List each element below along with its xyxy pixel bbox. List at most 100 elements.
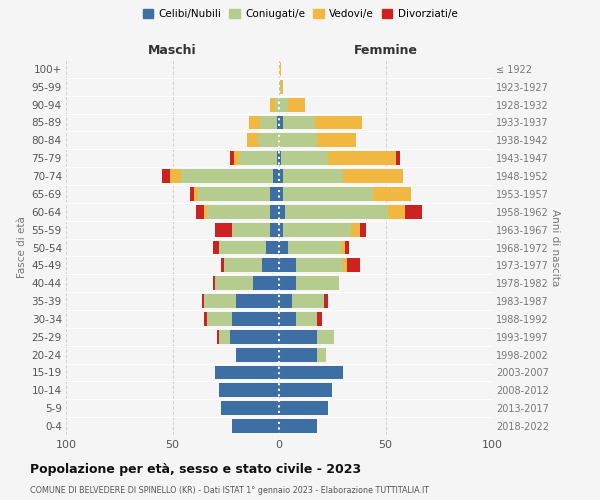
Bar <box>271 222 279 236</box>
Bar <box>181 169 272 183</box>
Bar <box>283 116 315 130</box>
Bar <box>279 384 332 398</box>
Bar <box>279 151 281 165</box>
Y-axis label: Fasce di età: Fasce di età <box>17 216 28 278</box>
Bar <box>162 169 170 183</box>
Bar <box>221 258 224 272</box>
Text: Popolazione per età, sesso e stato civile - 2023: Popolazione per età, sesso e stato civil… <box>30 462 361 475</box>
Bar <box>198 187 271 201</box>
Bar <box>271 205 279 219</box>
Bar <box>215 276 253 290</box>
Bar <box>286 205 388 219</box>
Bar <box>279 134 317 147</box>
Bar <box>279 62 281 76</box>
Bar <box>230 151 234 165</box>
Bar <box>258 134 279 147</box>
Bar <box>215 366 279 380</box>
Bar <box>249 116 260 130</box>
Bar <box>388 205 404 219</box>
Bar <box>279 205 286 219</box>
Bar <box>328 151 396 165</box>
Bar <box>283 169 343 183</box>
Bar <box>247 134 258 147</box>
Bar <box>279 240 287 254</box>
Bar <box>281 151 328 165</box>
Bar <box>287 240 341 254</box>
Bar <box>279 169 283 183</box>
Bar <box>232 312 279 326</box>
Bar <box>272 169 279 183</box>
Bar <box>279 294 292 308</box>
Bar <box>317 348 326 362</box>
Bar <box>279 98 287 112</box>
Bar <box>279 187 283 201</box>
Bar <box>317 134 356 147</box>
Bar <box>292 294 324 308</box>
Bar <box>296 312 317 326</box>
Bar <box>221 401 279 415</box>
Bar <box>283 222 352 236</box>
Bar <box>279 330 317 344</box>
Text: COMUNE DI BELVEDERE DI SPINELLO (KR) - Dati ISTAT 1° gennaio 2023 - Elaborazione: COMUNE DI BELVEDERE DI SPINELLO (KR) - D… <box>30 486 429 495</box>
Bar <box>170 169 181 183</box>
Bar <box>317 330 334 344</box>
Bar <box>279 258 296 272</box>
Text: Femmine: Femmine <box>353 44 418 58</box>
Bar <box>343 169 403 183</box>
Y-axis label: Anni di nascita: Anni di nascita <box>550 209 560 286</box>
Bar <box>206 205 271 219</box>
Bar <box>217 330 220 344</box>
Bar <box>315 116 362 130</box>
Bar <box>253 276 279 290</box>
Bar <box>345 240 349 254</box>
Bar <box>220 384 279 398</box>
Bar <box>202 294 205 308</box>
Bar <box>279 348 317 362</box>
Bar <box>220 240 266 254</box>
Bar <box>296 276 338 290</box>
Bar <box>279 116 283 130</box>
Bar <box>279 419 317 433</box>
Bar <box>205 205 206 219</box>
Bar <box>296 258 343 272</box>
Bar <box>205 312 206 326</box>
Bar <box>347 258 360 272</box>
Bar <box>404 205 422 219</box>
Bar <box>196 205 205 219</box>
Text: Maschi: Maschi <box>148 44 197 58</box>
Bar <box>352 222 360 236</box>
Bar <box>279 80 281 94</box>
Bar <box>266 240 279 254</box>
Bar <box>287 98 305 112</box>
Legend: Celibi/Nubili, Coniugati/e, Vedovi/e, Divorziati/e: Celibi/Nubili, Coniugati/e, Vedovi/e, Di… <box>139 5 461 24</box>
Bar <box>277 116 279 130</box>
Bar <box>236 294 279 308</box>
Bar <box>279 222 283 236</box>
Bar <box>220 330 230 344</box>
Bar <box>194 187 198 201</box>
Bar <box>271 98 275 112</box>
Bar <box>360 222 367 236</box>
Bar <box>324 294 328 308</box>
Bar <box>279 312 296 326</box>
Bar <box>213 276 215 290</box>
Bar <box>260 116 277 130</box>
Bar <box>341 240 345 254</box>
Bar <box>277 151 279 165</box>
Bar <box>213 240 220 254</box>
Bar <box>279 276 296 290</box>
Bar <box>373 187 411 201</box>
Bar <box>232 222 271 236</box>
Bar <box>215 222 232 236</box>
Bar <box>230 330 279 344</box>
Bar <box>205 294 236 308</box>
Bar <box>283 187 373 201</box>
Bar <box>317 312 322 326</box>
Bar <box>239 151 277 165</box>
Bar <box>234 151 239 165</box>
Bar <box>206 312 232 326</box>
Bar <box>279 401 328 415</box>
Bar <box>262 258 279 272</box>
Bar <box>281 80 283 94</box>
Bar <box>271 187 279 201</box>
